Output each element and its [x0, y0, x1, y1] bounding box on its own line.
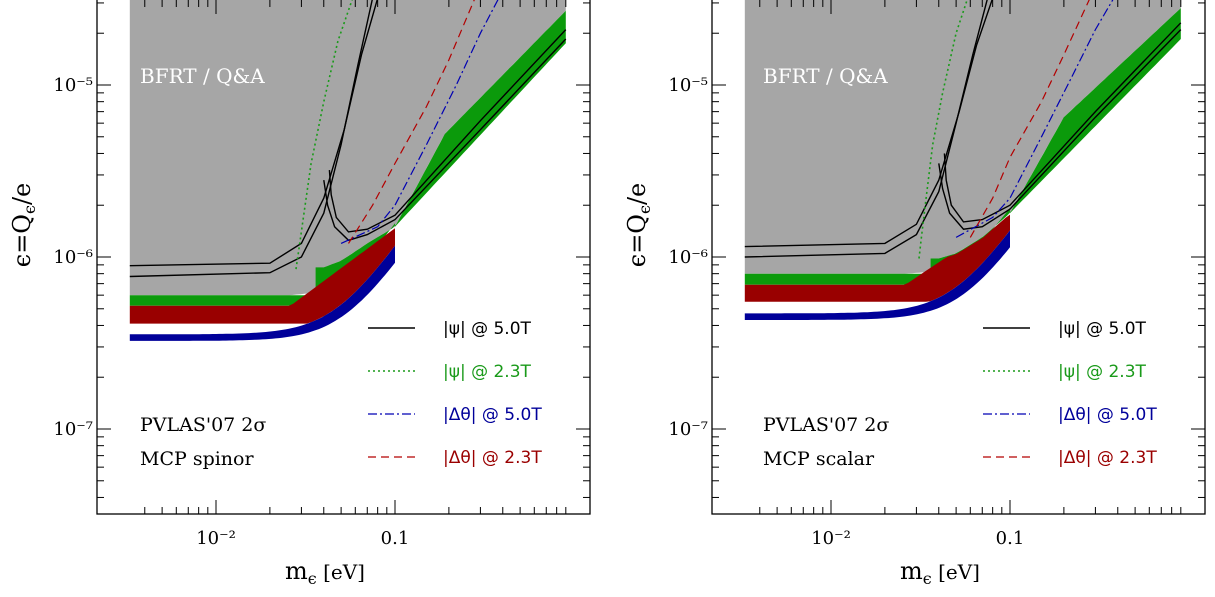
curve-psi_5T-1	[129, 0, 373, 278]
y-axis-label: ϵ=Qϵ/e	[623, 183, 654, 268]
curve-psi_5T-2	[323, 38, 567, 242]
legend-label-psi_5T: |ψ| @ 5.0T	[1058, 319, 1147, 339]
legend-label-dtheta_5T: |Δθ| @ 5.0T	[443, 405, 542, 425]
plot-frame-left	[96, 0, 591, 515]
y-tick-label: 10⁻⁵	[668, 75, 708, 96]
blue-band	[129, 245, 396, 341]
region-label: BFRT / Q&A	[140, 64, 265, 88]
red-band	[129, 228, 396, 324]
x-axis-label: mϵ [eV]	[285, 557, 365, 588]
curve-dtheta_2_3T-0	[969, 0, 1090, 238]
curve-dtheta_5T-0	[340, 0, 499, 244]
y-tick-label: 10⁻⁷	[53, 419, 93, 440]
region-label: BFRT / Q&A	[763, 64, 888, 88]
plot-frame-right	[711, 0, 1206, 515]
curve-psi_5T-3	[328, 29, 567, 233]
legend-label-dtheta_2_3T: |Δθ| @ 2.3T	[443, 448, 542, 468]
red-band	[744, 214, 1010, 302]
x-tick-label: 0.1	[381, 528, 410, 549]
legend-right: |ψ| @ 5.0T |ψ| @ 2.3T |Δθ| @ 5.0T |Δθ| @ 2.…	[983, 319, 1157, 468]
curve-psi_2_3T-0	[918, 0, 968, 259]
y-tick-label: 10⁻⁷	[668, 419, 708, 440]
curve-psi_5T-0	[744, 0, 993, 248]
annotation-line-2: MCP scalar	[763, 448, 875, 470]
grey-excluded-region	[129, 0, 566, 296]
legend-label-psi_2_3T: |ψ| @ 2.3T	[443, 362, 532, 382]
plot-area-left	[129, 0, 567, 341]
legend-label-psi_2_3T: |ψ| @ 2.3T	[1058, 362, 1147, 382]
y-tick-label: 10⁻⁶	[53, 247, 93, 268]
y-tick-label: 10⁻⁵	[53, 75, 93, 96]
curve-psi_5T-3	[943, 22, 1182, 223]
annotation-line-1: PVLAS'07 2σ	[763, 414, 889, 436]
panel-right: 10⁻² 0.1 10⁻⁵ 10⁻⁶ 10⁻⁷ BFRT / Q&A PVLAS'07 …	[623, 0, 1206, 588]
legend-label-dtheta_5T: |Δθ| @ 5.0T	[1058, 405, 1157, 425]
grey-excluded-region	[744, 0, 1181, 274]
panel-left: 10⁻² 0.1 10⁻⁵ 10⁻⁶ 10⁻⁷ BFRT / Q&A PVLAS'07 …	[8, 0, 591, 588]
curve-psi_5T-1	[744, 0, 988, 258]
y-axis-label: ϵ=Qϵ/e	[8, 183, 39, 268]
blue-band	[744, 230, 1010, 320]
x-axis-label: mϵ [eV]	[900, 557, 980, 588]
annotation-line-2: MCP spinor	[140, 448, 254, 470]
curve-psi_2_3T-0	[295, 0, 353, 270]
axis-ticks-right: 10⁻² 0.1 10⁻⁵ 10⁻⁶ 10⁻⁷	[668, 0, 1205, 549]
curve-psi_5T-0	[129, 0, 378, 267]
annotation-line-1: PVLAS'07 2σ	[140, 414, 266, 436]
legend-label-dtheta_2_3T: |Δθ| @ 2.3T	[1058, 448, 1157, 468]
y-tick-label: 10⁻⁶	[668, 247, 708, 268]
axis-ticks-left: 10⁻² 0.1 10⁻⁵ 10⁻⁶ 10⁻⁷	[53, 0, 590, 549]
x-tick-label: 0.1	[996, 528, 1025, 549]
legend-left: |ψ| @ 5.0T |ψ| @ 2.3T |Δθ| @ 5.0T |Δθ| @ 2.…	[368, 319, 542, 468]
curve-dtheta_5T-0	[955, 0, 1114, 238]
plot-area-right	[744, 0, 1182, 320]
x-tick-label: 10⁻²	[196, 528, 236, 549]
x-tick-label: 10⁻²	[811, 528, 851, 549]
legend-label-psi_5T: |ψ| @ 5.0T	[443, 319, 532, 339]
